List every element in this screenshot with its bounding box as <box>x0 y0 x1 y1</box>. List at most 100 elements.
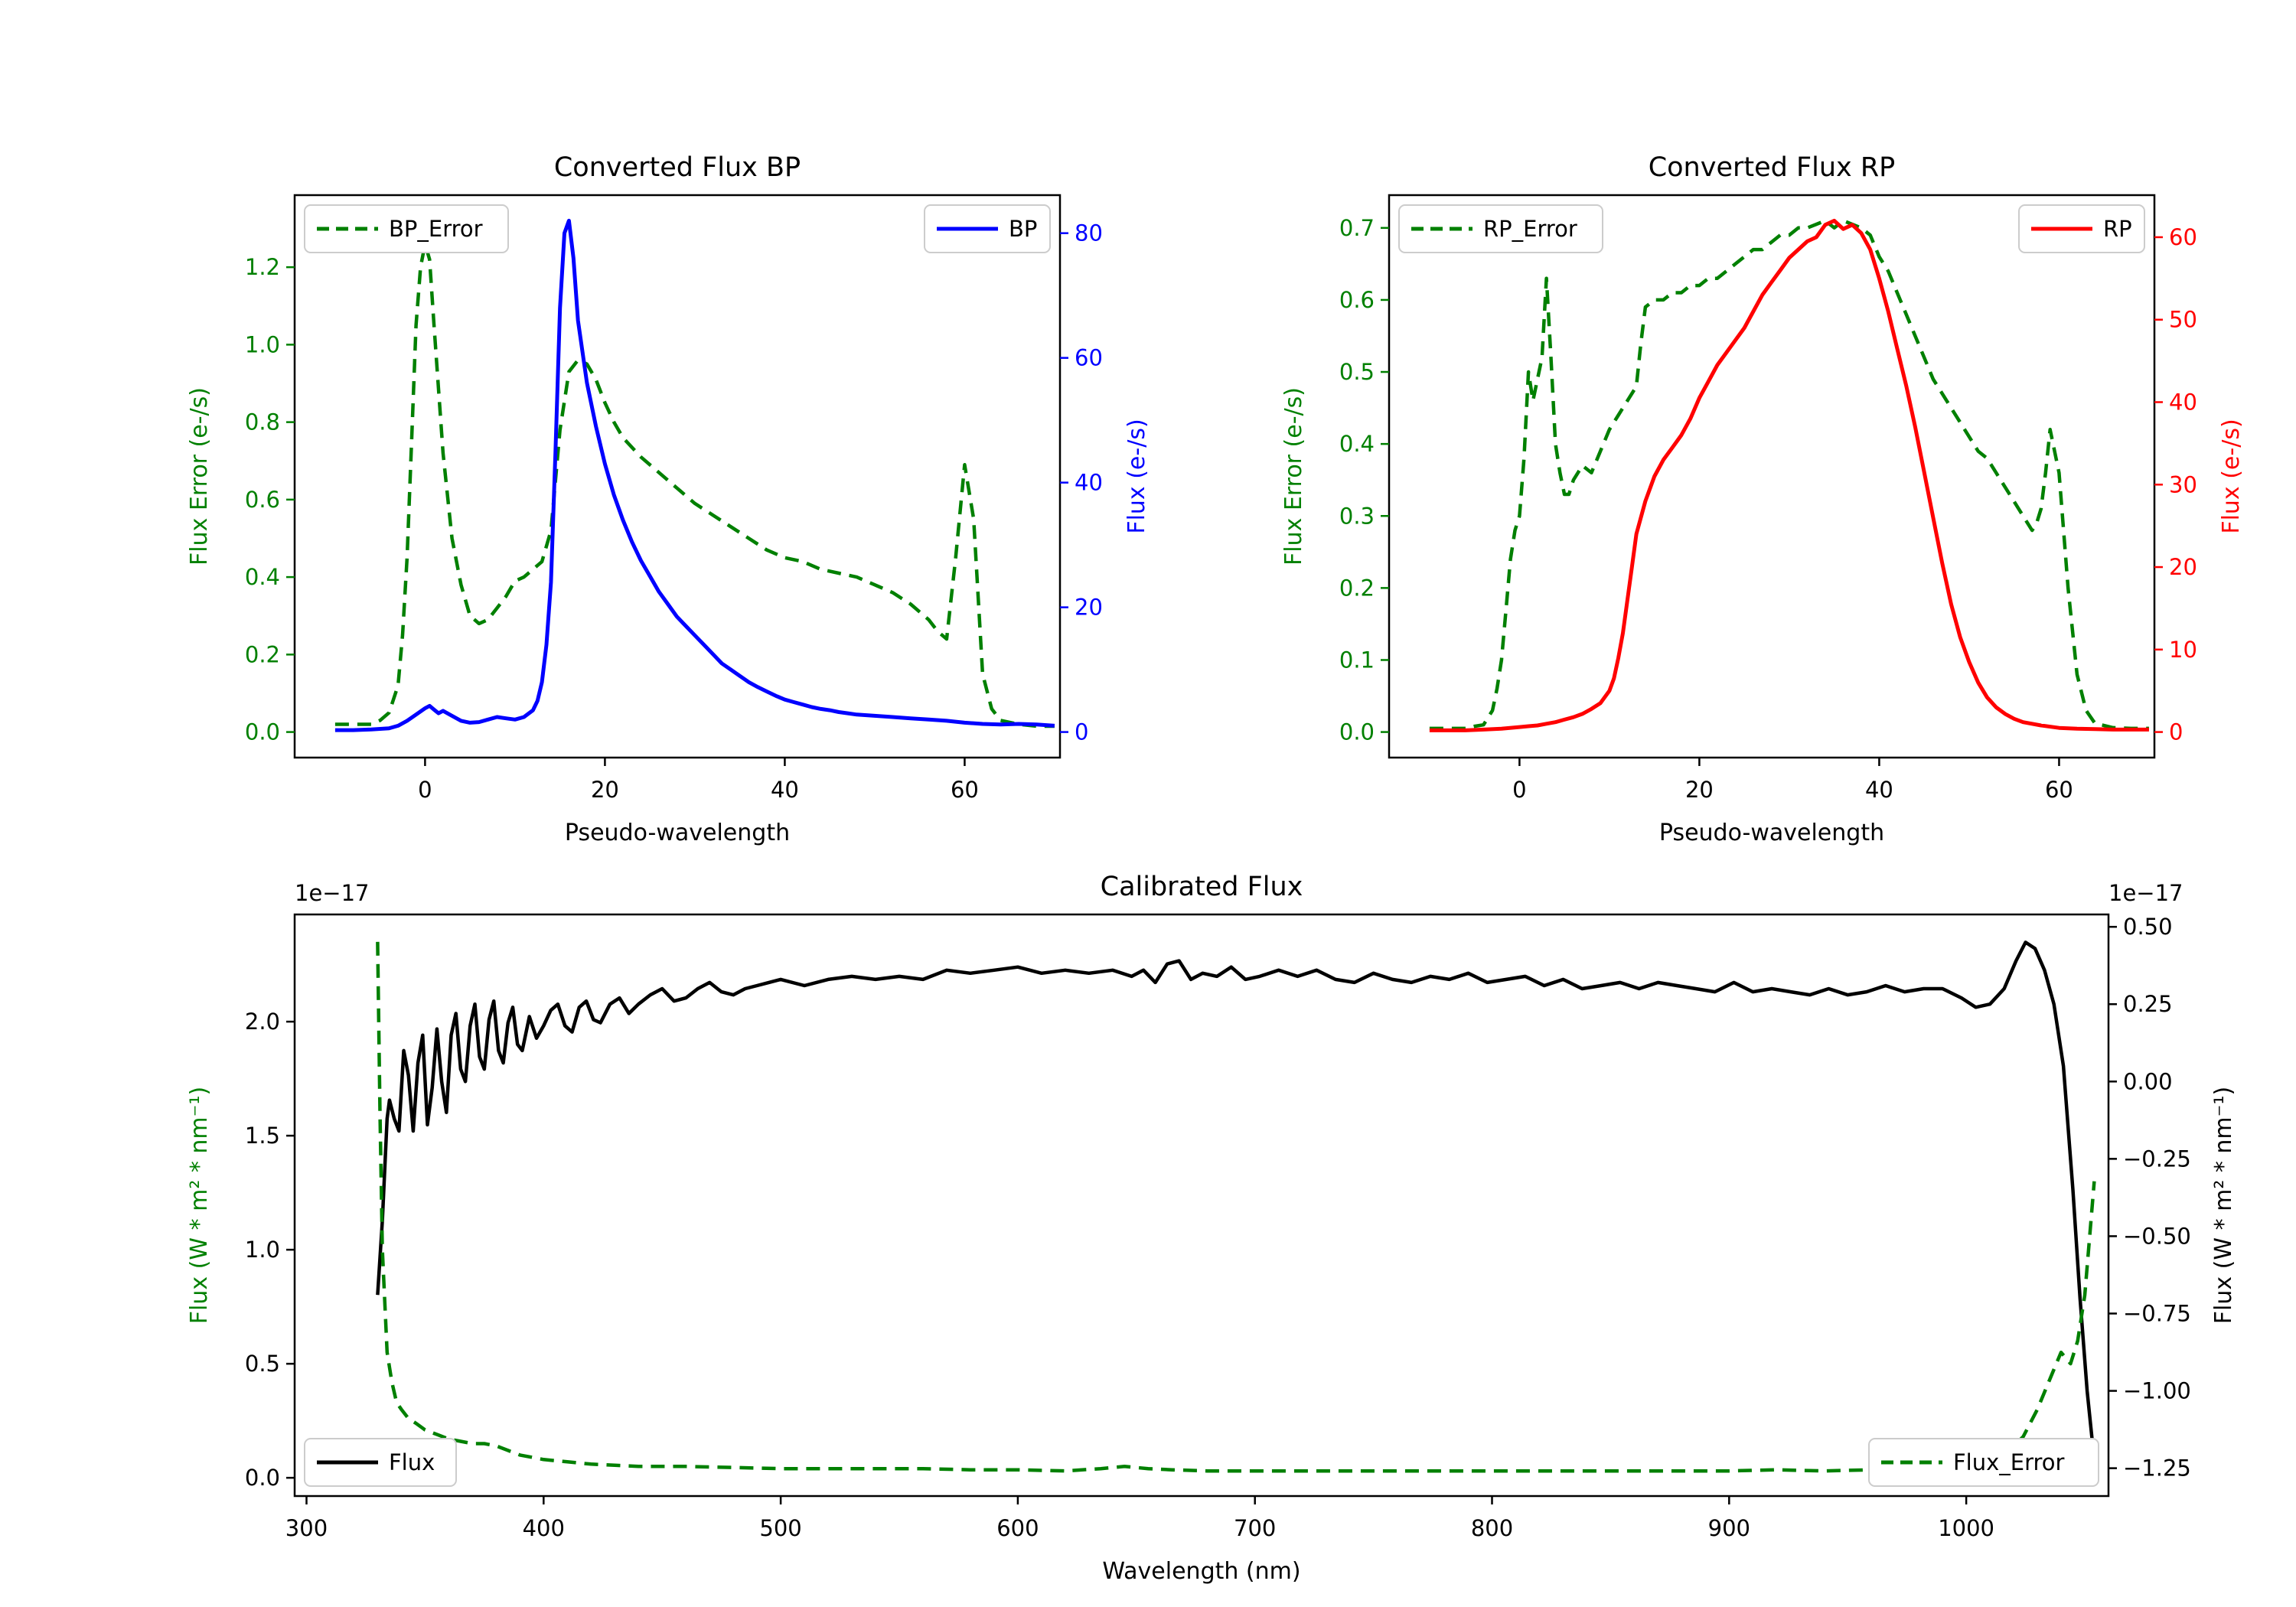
x-tick-label: 300 <box>285 1515 328 1541</box>
left-tick-label: 0.0 <box>245 1465 280 1491</box>
x-tick-label: 40 <box>1865 777 1893 803</box>
left-tick-label: 0.8 <box>245 409 280 435</box>
left-tick-label: 0.2 <box>245 641 280 667</box>
right-tick-label: 50 <box>2169 307 2197 333</box>
x-tick-label: 900 <box>1708 1515 1750 1541</box>
right-tick-label: −0.25 <box>2123 1146 2191 1172</box>
chart-converted-flux-bp: 0 20 40 60 0.0 0.2 0.4 0.6 0.8 1.0 1.2 Flux Error (… <box>186 152 1150 846</box>
x-tick-label: 20 <box>1685 777 1714 803</box>
left-tick-label: 0.7 <box>1339 215 1375 241</box>
series-line-Flux_Error <box>376 941 2096 1473</box>
right-tick-label: 0.25 <box>2123 991 2173 1017</box>
legend-box <box>1868 1438 2099 1487</box>
left-tick-label: 1.5 <box>245 1123 280 1149</box>
right-tick-label: 30 <box>2169 471 2197 497</box>
left-tick-label: 0.6 <box>1339 287 1375 313</box>
offset-text-left: 1e−17 <box>295 880 370 906</box>
left-tick-label: 0.2 <box>1339 575 1375 601</box>
x-tick-label: 60 <box>2045 777 2073 803</box>
x-tick-label: 20 <box>591 777 619 803</box>
chart-calibrated-flux: 300 400 500 600 700 800 900 1000 0.0 0.5 1.0 1.5 2.0… <box>186 872 2237 1585</box>
x-tick-label: 500 <box>759 1515 801 1541</box>
x-axis-label: Pseudo-wavelength <box>565 820 790 846</box>
legend-box <box>304 1438 457 1487</box>
x-axis-label: Pseudo-wavelength <box>1659 820 1884 846</box>
offset-text-right: 1e−17 <box>2108 880 2183 906</box>
left-tick-label: 0.5 <box>1339 359 1375 385</box>
right-tick-label: 10 <box>2169 637 2197 663</box>
series-line-Flux <box>376 940 2099 1478</box>
right-tick-label: 20 <box>2169 554 2197 580</box>
right-tick-label: −1.00 <box>2123 1378 2191 1404</box>
x-tick-label: 400 <box>523 1515 565 1541</box>
right-tick-label: 40 <box>1075 470 1103 496</box>
legend-label: RP_Error <box>1483 216 1577 242</box>
x-tick-label: 0 <box>418 777 432 803</box>
left-tick-label: 0.0 <box>1339 719 1375 745</box>
right-tick-label: −1.25 <box>2123 1455 2191 1482</box>
right-tick-label: −0.50 <box>2123 1223 2191 1249</box>
left-tick-label: 0.0 <box>245 719 280 745</box>
x-tick-label: 1000 <box>1938 1515 1994 1541</box>
right-tick-label: 60 <box>2169 224 2197 250</box>
legend-Flux: Flux <box>304 1438 457 1487</box>
legend-label: Flux <box>389 1449 435 1475</box>
right-tick-label: 0 <box>1075 719 1088 745</box>
left-tick-label: 1.0 <box>245 1237 280 1263</box>
x-tick-label: 60 <box>951 777 979 803</box>
left-axis-label: Flux Error (e-/s) <box>1280 387 1307 566</box>
right-tick-label: 0.00 <box>2123 1068 2173 1094</box>
right-tick-label: 80 <box>1075 220 1103 246</box>
axes-spines <box>293 913 2110 1498</box>
series-line-RP <box>1429 218 2149 732</box>
legend-BP: BP <box>924 204 1051 253</box>
right-axis-label: Flux (e-/s) <box>2218 419 2245 533</box>
left-tick-label: 0.6 <box>245 487 280 513</box>
left-tick-label: 0.5 <box>245 1351 280 1377</box>
left-axis-label: Flux Error (e-/s) <box>186 387 213 566</box>
x-tick-label: 700 <box>1234 1515 1276 1541</box>
x-tick-label: 800 <box>1471 1515 1513 1541</box>
legend-label: BP <box>1009 216 1037 242</box>
chart-title: Converted Flux RP <box>1649 152 1896 183</box>
right-tick-label: 0.50 <box>2123 914 2173 940</box>
legend-label: BP_Error <box>389 216 483 242</box>
chart-title: Converted Flux BP <box>554 152 801 183</box>
left-tick-label: 2.0 <box>245 1009 280 1035</box>
legend-label: RP <box>2103 216 2132 242</box>
left-tick-label: 0.4 <box>245 564 280 590</box>
series-line-BP <box>334 218 1055 732</box>
left-tick-label: 0.3 <box>1339 503 1375 529</box>
left-tick-label: 0.4 <box>1339 431 1375 457</box>
legend-RP_Error: RP_Error <box>1398 204 1603 253</box>
x-axis-label: Wavelength (nm) <box>1102 1558 1300 1585</box>
x-tick-label: 0 <box>1512 777 1526 803</box>
series-line-BP_Error <box>334 242 1055 729</box>
right-tick-label: 40 <box>2169 390 2197 416</box>
axes-spines <box>1388 194 2156 759</box>
x-tick-label: 600 <box>996 1515 1039 1541</box>
right-axis-label: Flux (W * m² * nm⁻¹) <box>2210 1087 2237 1324</box>
left-axis-label: Flux (W * m² * nm⁻¹) <box>186 1087 213 1324</box>
axes-spines <box>293 194 1062 759</box>
legend-box <box>304 204 509 253</box>
right-tick-label: 0 <box>2169 719 2183 745</box>
legend-BP_Error: BP_Error <box>304 204 509 253</box>
chart-title: Calibrated Flux <box>1101 872 1303 902</box>
chart-converted-flux-rp: 0 20 40 60 0.0 0.1 0.2 0.3 0.4 0.5 0.6 0.7 Flux Erro… <box>1280 152 2245 846</box>
left-tick-label: 0.1 <box>1339 647 1375 673</box>
left-tick-label: 1.0 <box>245 331 280 357</box>
legend-RP: RP <box>2018 204 2145 253</box>
right-tick-label: −0.75 <box>2123 1300 2191 1326</box>
right-tick-label: 60 <box>1075 345 1103 371</box>
right-tick-label: 20 <box>1075 595 1103 621</box>
right-axis-label: Flux (e-/s) <box>1124 419 1150 533</box>
left-tick-label: 1.2 <box>245 254 280 280</box>
x-tick-label: 40 <box>771 777 799 803</box>
legend-box <box>1398 204 1603 253</box>
series-line-RP_Error <box>1429 219 2149 731</box>
legend-Flux_Error: Flux_Error <box>1868 1438 2099 1487</box>
legend-label: Flux_Error <box>1953 1449 2065 1475</box>
